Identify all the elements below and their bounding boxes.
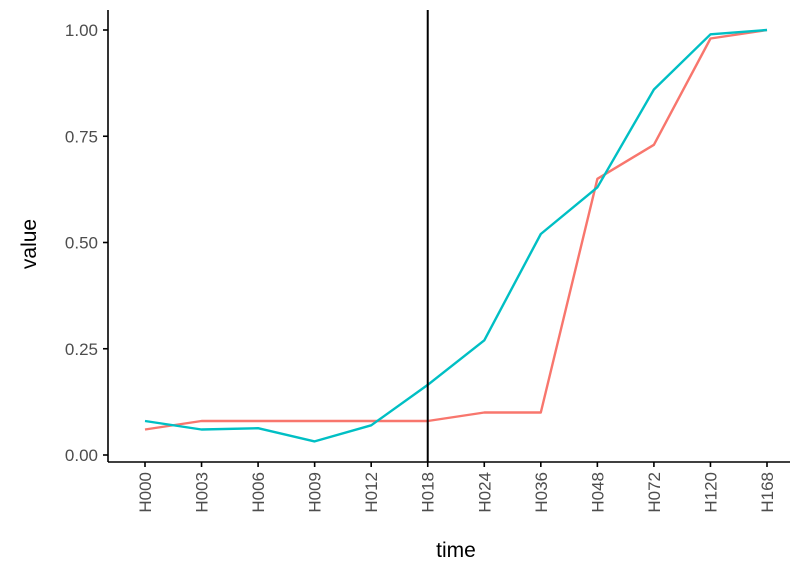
x-tick-label: H018 [419,472,438,513]
x-axis-ticks: H000 H003 H006 H009 H012 H018 H024 H036 H048 H072… [136,462,777,513]
x-tick-label: H120 [701,472,720,513]
series-line-2 [144,28,768,443]
x-tick-label: H168 [758,472,777,513]
y-axis-title: value [18,219,41,269]
y-tick-label: 0.50 [65,234,98,253]
x-tick-label: H000 [136,472,155,513]
x-tick-label: H072 [645,472,664,513]
y-axis-ticks: 0.00 0.25 0.50 0.75 1.00 [65,21,108,465]
plot-area [144,10,768,462]
y-tick-label: 1.00 [65,21,98,40]
y-tick-label: 0.25 [65,340,98,359]
y-tick-label: 0.75 [65,127,98,146]
x-tick-label: H012 [362,472,381,513]
x-tick-label: H024 [475,472,494,513]
x-tick-label: H048 [588,472,607,513]
series-line-1 [144,28,768,431]
x-tick-label: H009 [306,472,325,513]
x-tick-label: H003 [193,472,212,513]
x-tick-label: H006 [249,472,268,513]
x-axis-title: time [436,539,476,562]
y-tick-label: 0.00 [65,446,98,465]
x-tick-label: H036 [532,472,551,513]
